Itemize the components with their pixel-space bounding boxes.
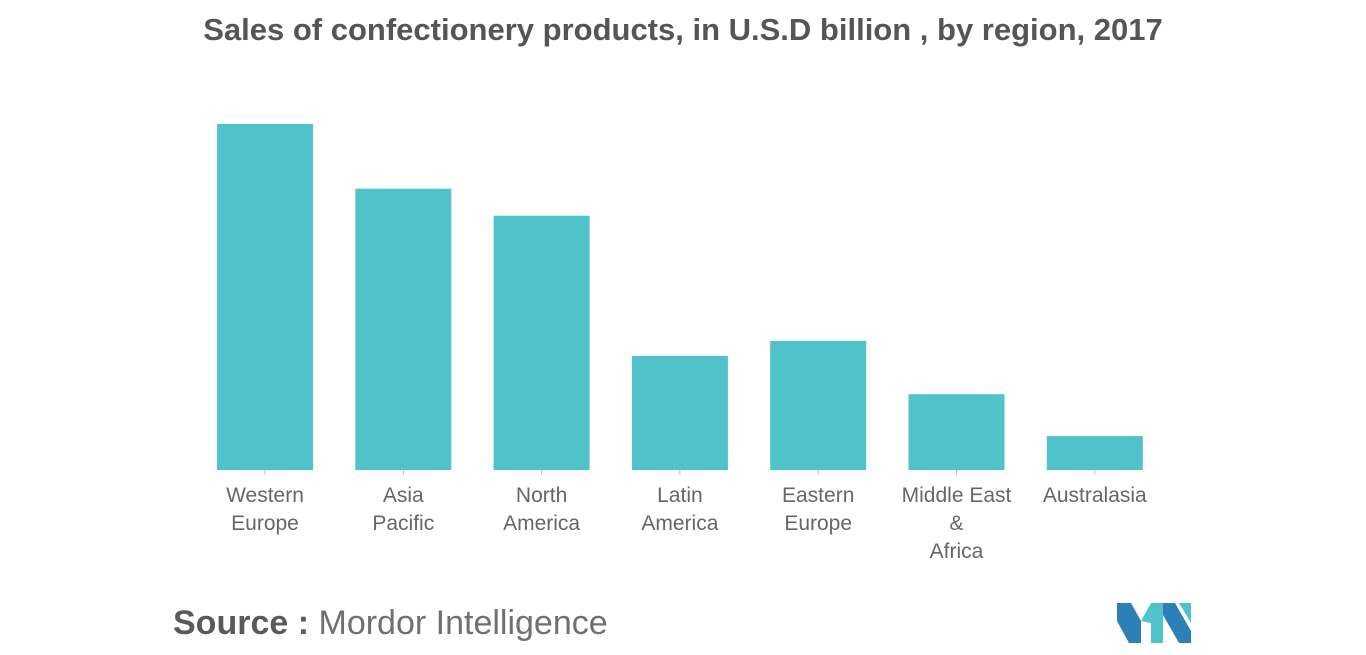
bar-0 [217, 124, 313, 470]
x-tick-label-line: America [503, 512, 580, 535]
x-tick-label-line: Europe [784, 512, 852, 535]
x-tick-label-1: Asia Pacific [372, 484, 434, 535]
chart-title: Sales of confectionery products, in U.S.… [203, 12, 1163, 47]
x-tick-label-line: Middle East [902, 484, 1012, 507]
x-tick-label-line: Asia [383, 484, 424, 507]
x-tick-label-3: Latin America [641, 484, 718, 535]
source-name: Mordor Intelligence [318, 604, 608, 642]
x-tick-label-5: Middle East & Africa [902, 484, 1012, 563]
x-tick-label-line: Western [226, 484, 304, 507]
x-tick-label-line: North [516, 484, 567, 507]
bar-4 [770, 340, 867, 470]
x-tick-label-line: Eastern [782, 484, 854, 507]
bar-5 [908, 394, 1005, 470]
x-ticks-group [264, 470, 1096, 475]
x-tick-label-line: America [641, 512, 718, 535]
x-tick-label-line: Africa [930, 540, 984, 563]
x-tick-label-line: Latin [657, 484, 703, 507]
bar-6 [1046, 436, 1143, 470]
x-tick-label-2: North America [503, 484, 580, 535]
source-note: Source : Mordor Intelligence [173, 604, 608, 643]
mordor-intelligence-logo-icon [1117, 603, 1191, 643]
x-tick-label-6: Australasia [1043, 484, 1147, 507]
bar-1 [355, 188, 452, 470]
x-tick-label-4: Eastern Europe [782, 484, 854, 535]
x-tick-label-0: Western Europe [226, 484, 304, 535]
x-tick-label-line: & [949, 512, 963, 535]
bar-2 [493, 215, 590, 470]
source-prefix: Source : [173, 604, 310, 642]
bar-3 [631, 355, 728, 470]
x-tick-label-line: Pacific [372, 512, 434, 535]
x-tick-label-line: Europe [231, 512, 299, 535]
x-tick-label-line: Australasia [1043, 484, 1147, 507]
bars-group [217, 124, 1143, 470]
